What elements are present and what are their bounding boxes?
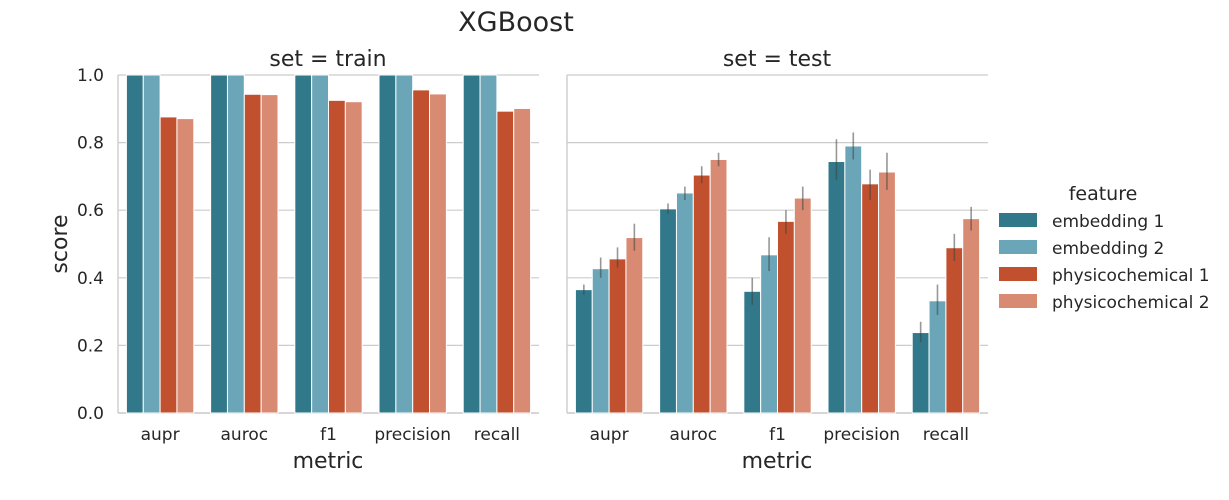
x-tick-label-aupr: aupr xyxy=(141,425,180,445)
y-tick-label: 0.6 xyxy=(77,201,104,221)
panel-title-train: set = train xyxy=(269,47,386,72)
bar-aupr-physicochemical-1 xyxy=(159,116,178,414)
legend: feature embedding 1 embedding 2 physicoche… xyxy=(999,183,1210,313)
bar-aupr-physicochemical-1 xyxy=(608,258,627,414)
x-tick-label-precision: precision xyxy=(374,425,451,445)
bar-f1-embedding-2 xyxy=(760,254,778,414)
bar-precision-physicochemical-1 xyxy=(412,89,431,414)
bar-precision-physicochemical-2 xyxy=(878,171,896,414)
bar-f1-physicochemical-1 xyxy=(328,99,346,414)
x-axis-label-train: metric xyxy=(293,449,364,474)
bar-f1-physicochemical-2 xyxy=(344,101,363,414)
legend-label-physicochemical-1: physicochemical 1 xyxy=(1052,266,1210,286)
bar-recall-physicochemical-2 xyxy=(962,218,981,414)
y-tick-label: 1.0 xyxy=(77,66,104,86)
x-axis-label-test: metric xyxy=(742,449,813,474)
bar-aupr-embedding-1 xyxy=(125,74,144,414)
bar-recall-embedding-1 xyxy=(911,332,930,414)
y-tick-label: 0.4 xyxy=(77,269,104,289)
legend-label-physicochemical-2: physicochemical 2 xyxy=(1052,293,1210,313)
bar-f1-embedding-1 xyxy=(743,290,762,414)
y-axis-label: score xyxy=(48,214,73,273)
bar-aupr-embedding-1 xyxy=(574,289,593,414)
bar-f1-physicochemical-1 xyxy=(777,220,795,414)
legend-swatch-embedding-1 xyxy=(999,213,1037,227)
legend-title: feature xyxy=(1069,183,1138,205)
bar-precision-physicochemical-2 xyxy=(429,93,447,414)
bar-auroc-embedding-2 xyxy=(226,74,245,414)
bar-aupr-embedding-2 xyxy=(142,74,161,414)
bar-auroc-embedding-2 xyxy=(675,192,694,414)
x-tick-label-auroc: auroc xyxy=(221,425,269,445)
y-tick-label: 0.2 xyxy=(77,336,104,356)
bar-auroc-physicochemical-1 xyxy=(692,174,711,414)
y-tick-label: 0.8 xyxy=(77,134,104,154)
x-tick-label-recall: recall xyxy=(474,425,520,445)
bar-precision-embedding-1 xyxy=(827,161,846,414)
bar-aupr-embedding-2 xyxy=(591,268,610,414)
legend-swatch-physicochemical-1 xyxy=(999,267,1037,281)
bar-aupr-physicochemical-2 xyxy=(176,118,195,414)
bar-precision-embedding-2 xyxy=(395,74,414,414)
panel-test: set = test aupr auroc f1 precision recall xyxy=(566,47,988,445)
bar-precision-physicochemical-1 xyxy=(861,183,880,414)
bar-auroc-physicochemical-2 xyxy=(260,94,279,414)
x-tick-label-precision: precision xyxy=(823,425,900,445)
chart-title: XGBoost xyxy=(458,7,574,38)
bar-auroc-embedding-1 xyxy=(659,208,677,414)
x-tick-label-auroc: auroc xyxy=(670,425,718,445)
bar-recall-physicochemical-2 xyxy=(513,107,532,414)
x-tick-label-f1: f1 xyxy=(320,425,337,445)
bar-recall-embedding-1 xyxy=(462,74,481,414)
legend-label-embedding-1: embedding 1 xyxy=(1052,212,1164,232)
legend-swatch-physicochemical-2 xyxy=(999,294,1037,308)
bar-recall-embedding-2 xyxy=(928,300,947,414)
bar-auroc-physicochemical-1 xyxy=(243,93,262,414)
x-tick-label-f1: f1 xyxy=(769,425,786,445)
bar-f1-embedding-1 xyxy=(294,74,313,414)
panel-title-test: set = test xyxy=(723,47,832,72)
bar-auroc-embedding-1 xyxy=(210,74,228,414)
bar-precision-embedding-2 xyxy=(844,145,863,414)
y-tick-label: 0.0 xyxy=(77,404,104,424)
legend-label-embedding-2: embedding 2 xyxy=(1052,239,1164,259)
x-tick-label-aupr: aupr xyxy=(590,425,629,445)
bar-f1-physicochemical-2 xyxy=(793,197,812,414)
bar-aupr-physicochemical-2 xyxy=(625,237,644,414)
bar-precision-embedding-1 xyxy=(378,74,397,414)
bar-f1-embedding-2 xyxy=(311,74,330,414)
x-tick-label-recall: recall xyxy=(923,425,969,445)
panel-train: set = train 0.0 0.2 0.4 0.6 0.8 1.0 aupr auroc f… xyxy=(77,47,539,445)
bar-recall-embedding-2 xyxy=(479,74,498,414)
bar-recall-physicochemical-1 xyxy=(496,110,515,414)
bar-recall-physicochemical-1 xyxy=(945,247,964,414)
bar-auroc-physicochemical-2 xyxy=(709,159,728,414)
legend-swatch-embedding-2 xyxy=(999,240,1037,254)
